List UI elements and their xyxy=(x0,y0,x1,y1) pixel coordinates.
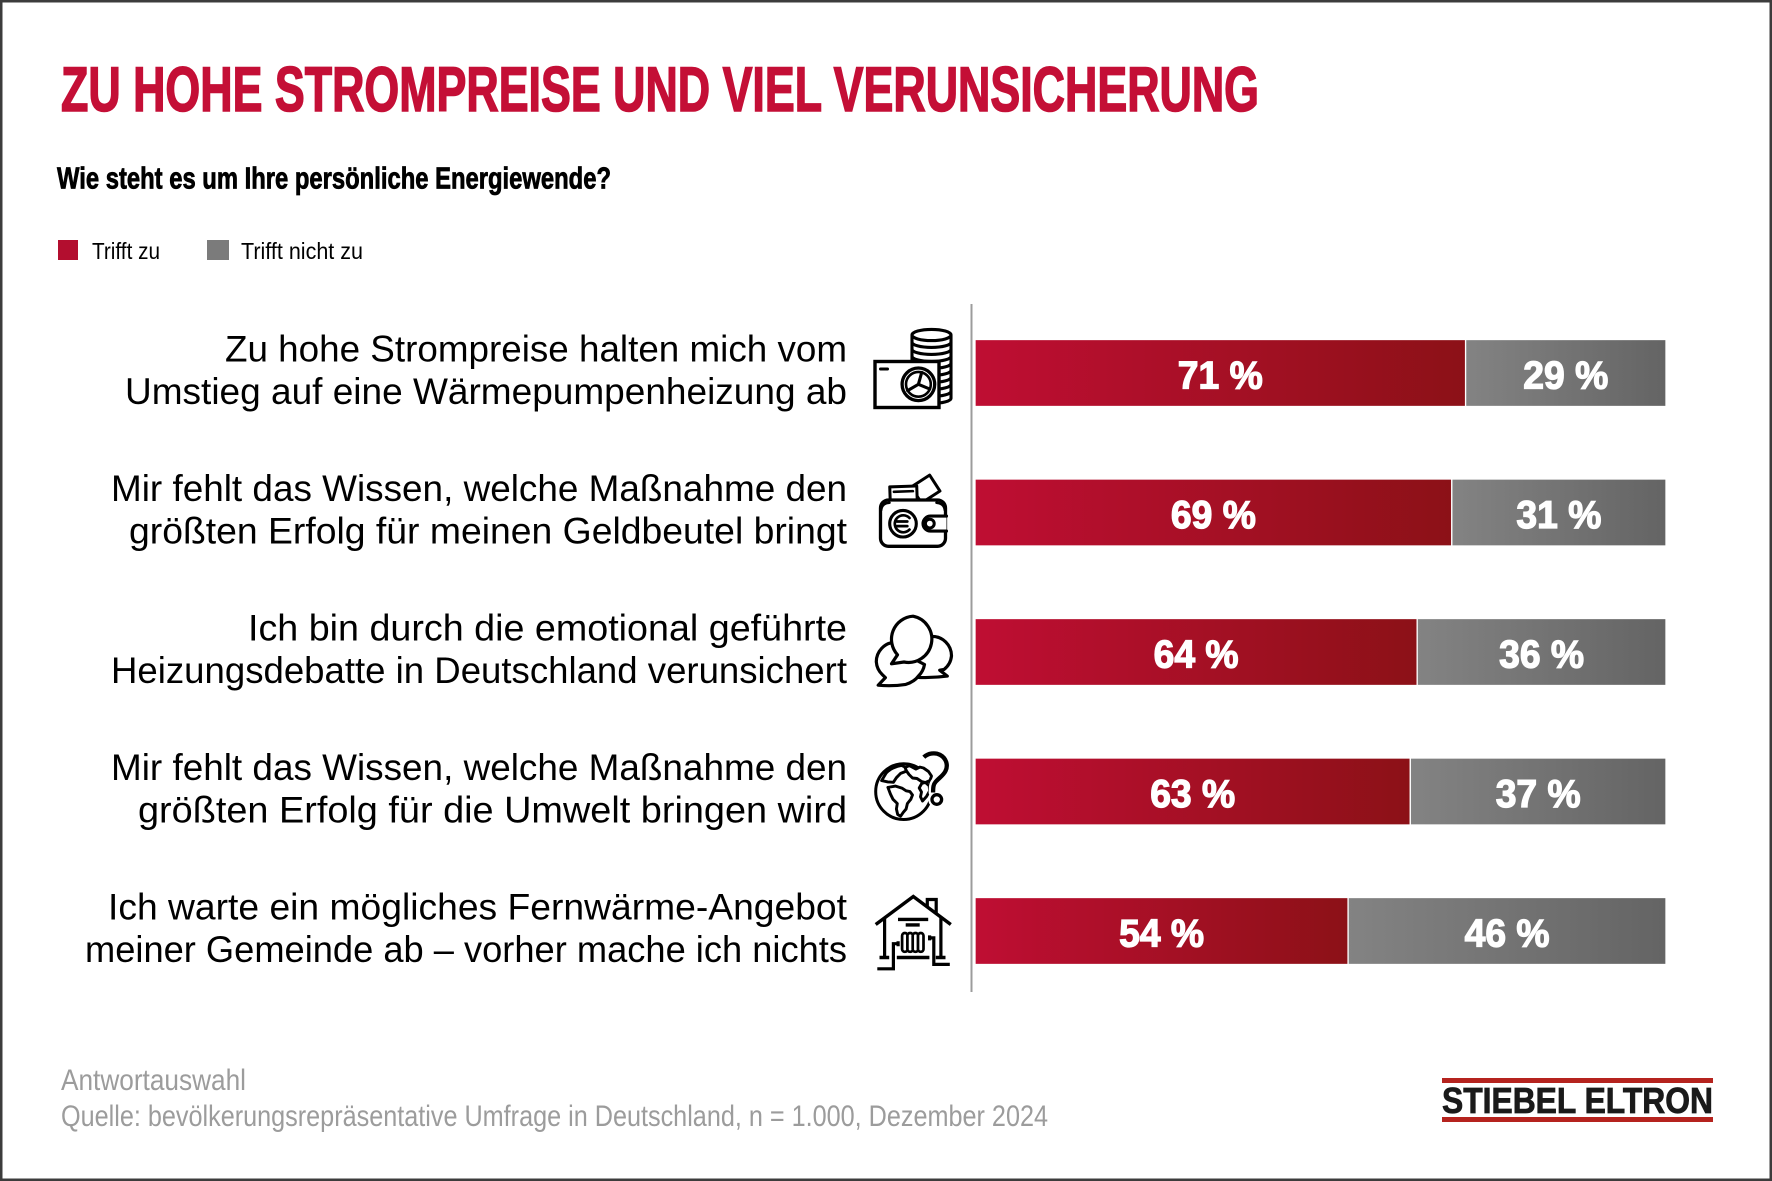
svg-text:Ich bin durch die emotional ge: Ich bin durch die emotional geführte xyxy=(248,608,847,649)
svg-text:29 %: 29 % xyxy=(1523,355,1608,398)
svg-text:63 %: 63 % xyxy=(1150,773,1235,816)
svg-text:Umstieg auf eine Wärmepumpenhe: Umstieg auf eine Wärmepumpenheizung ab xyxy=(125,371,847,412)
svg-text:Ich warte ein mögliches Fernwä: Ich warte ein mögliches Fernwärme-Angebo… xyxy=(108,887,848,928)
svg-text:Trifft zu: Trifft zu xyxy=(92,238,160,264)
svg-text:größten Erfolg für meinen Geld: größten Erfolg für meinen Geldbeutel bri… xyxy=(129,511,848,552)
svg-text:54 %: 54 % xyxy=(1119,913,1204,956)
svg-text:Heizungsdebatte in Deutschland: Heizungsdebatte in Deutschland verunsich… xyxy=(111,650,848,691)
svg-text:Mir fehlt das Wissen, welche M: Mir fehlt das Wissen, welche Maßnahme de… xyxy=(111,747,847,788)
svg-text:STIEBEL ELTRON: STIEBEL ELTRON xyxy=(1442,1080,1713,1121)
svg-text:Trifft nicht zu: Trifft nicht zu xyxy=(241,238,363,264)
svg-text:Wie steht es um Ihre persönlic: Wie steht es um Ihre persönliche Energie… xyxy=(57,161,611,196)
svg-text:37 %: 37 % xyxy=(1496,773,1581,816)
svg-text:46 %: 46 % xyxy=(1465,913,1550,956)
svg-text:36 %: 36 % xyxy=(1499,634,1584,677)
svg-text:69 %: 69 % xyxy=(1171,494,1256,537)
svg-text:Quelle: bevölkerungsrepräsenta: Quelle: bevölkerungsrepräsentative Umfra… xyxy=(61,1100,1048,1133)
svg-text:31 %: 31 % xyxy=(1516,494,1601,537)
svg-text:64 %: 64 % xyxy=(1154,634,1239,677)
svg-text:größten Erfolg für die Umwelt: größten Erfolg für die Umwelt bringen wi… xyxy=(138,790,847,831)
svg-text:ZU HOHE STROMPREISE UND VIEL V: ZU HOHE STROMPREISE UND VIEL VERUNSICHER… xyxy=(61,55,1259,125)
svg-text:Mir fehlt das Wissen, welche M: Mir fehlt das Wissen, welche Maßnahme de… xyxy=(111,468,847,509)
svg-text:Antwortauswahl: Antwortauswahl xyxy=(61,1064,246,1097)
svg-text:meiner Gemeinde ab – vorher ma: meiner Gemeinde ab – vorher mache ich ni… xyxy=(85,929,847,970)
svg-text:71 %: 71 % xyxy=(1178,355,1263,398)
svg-text:Zu hohe Strompreise halten mic: Zu hohe Strompreise halten mich vom xyxy=(225,329,847,370)
